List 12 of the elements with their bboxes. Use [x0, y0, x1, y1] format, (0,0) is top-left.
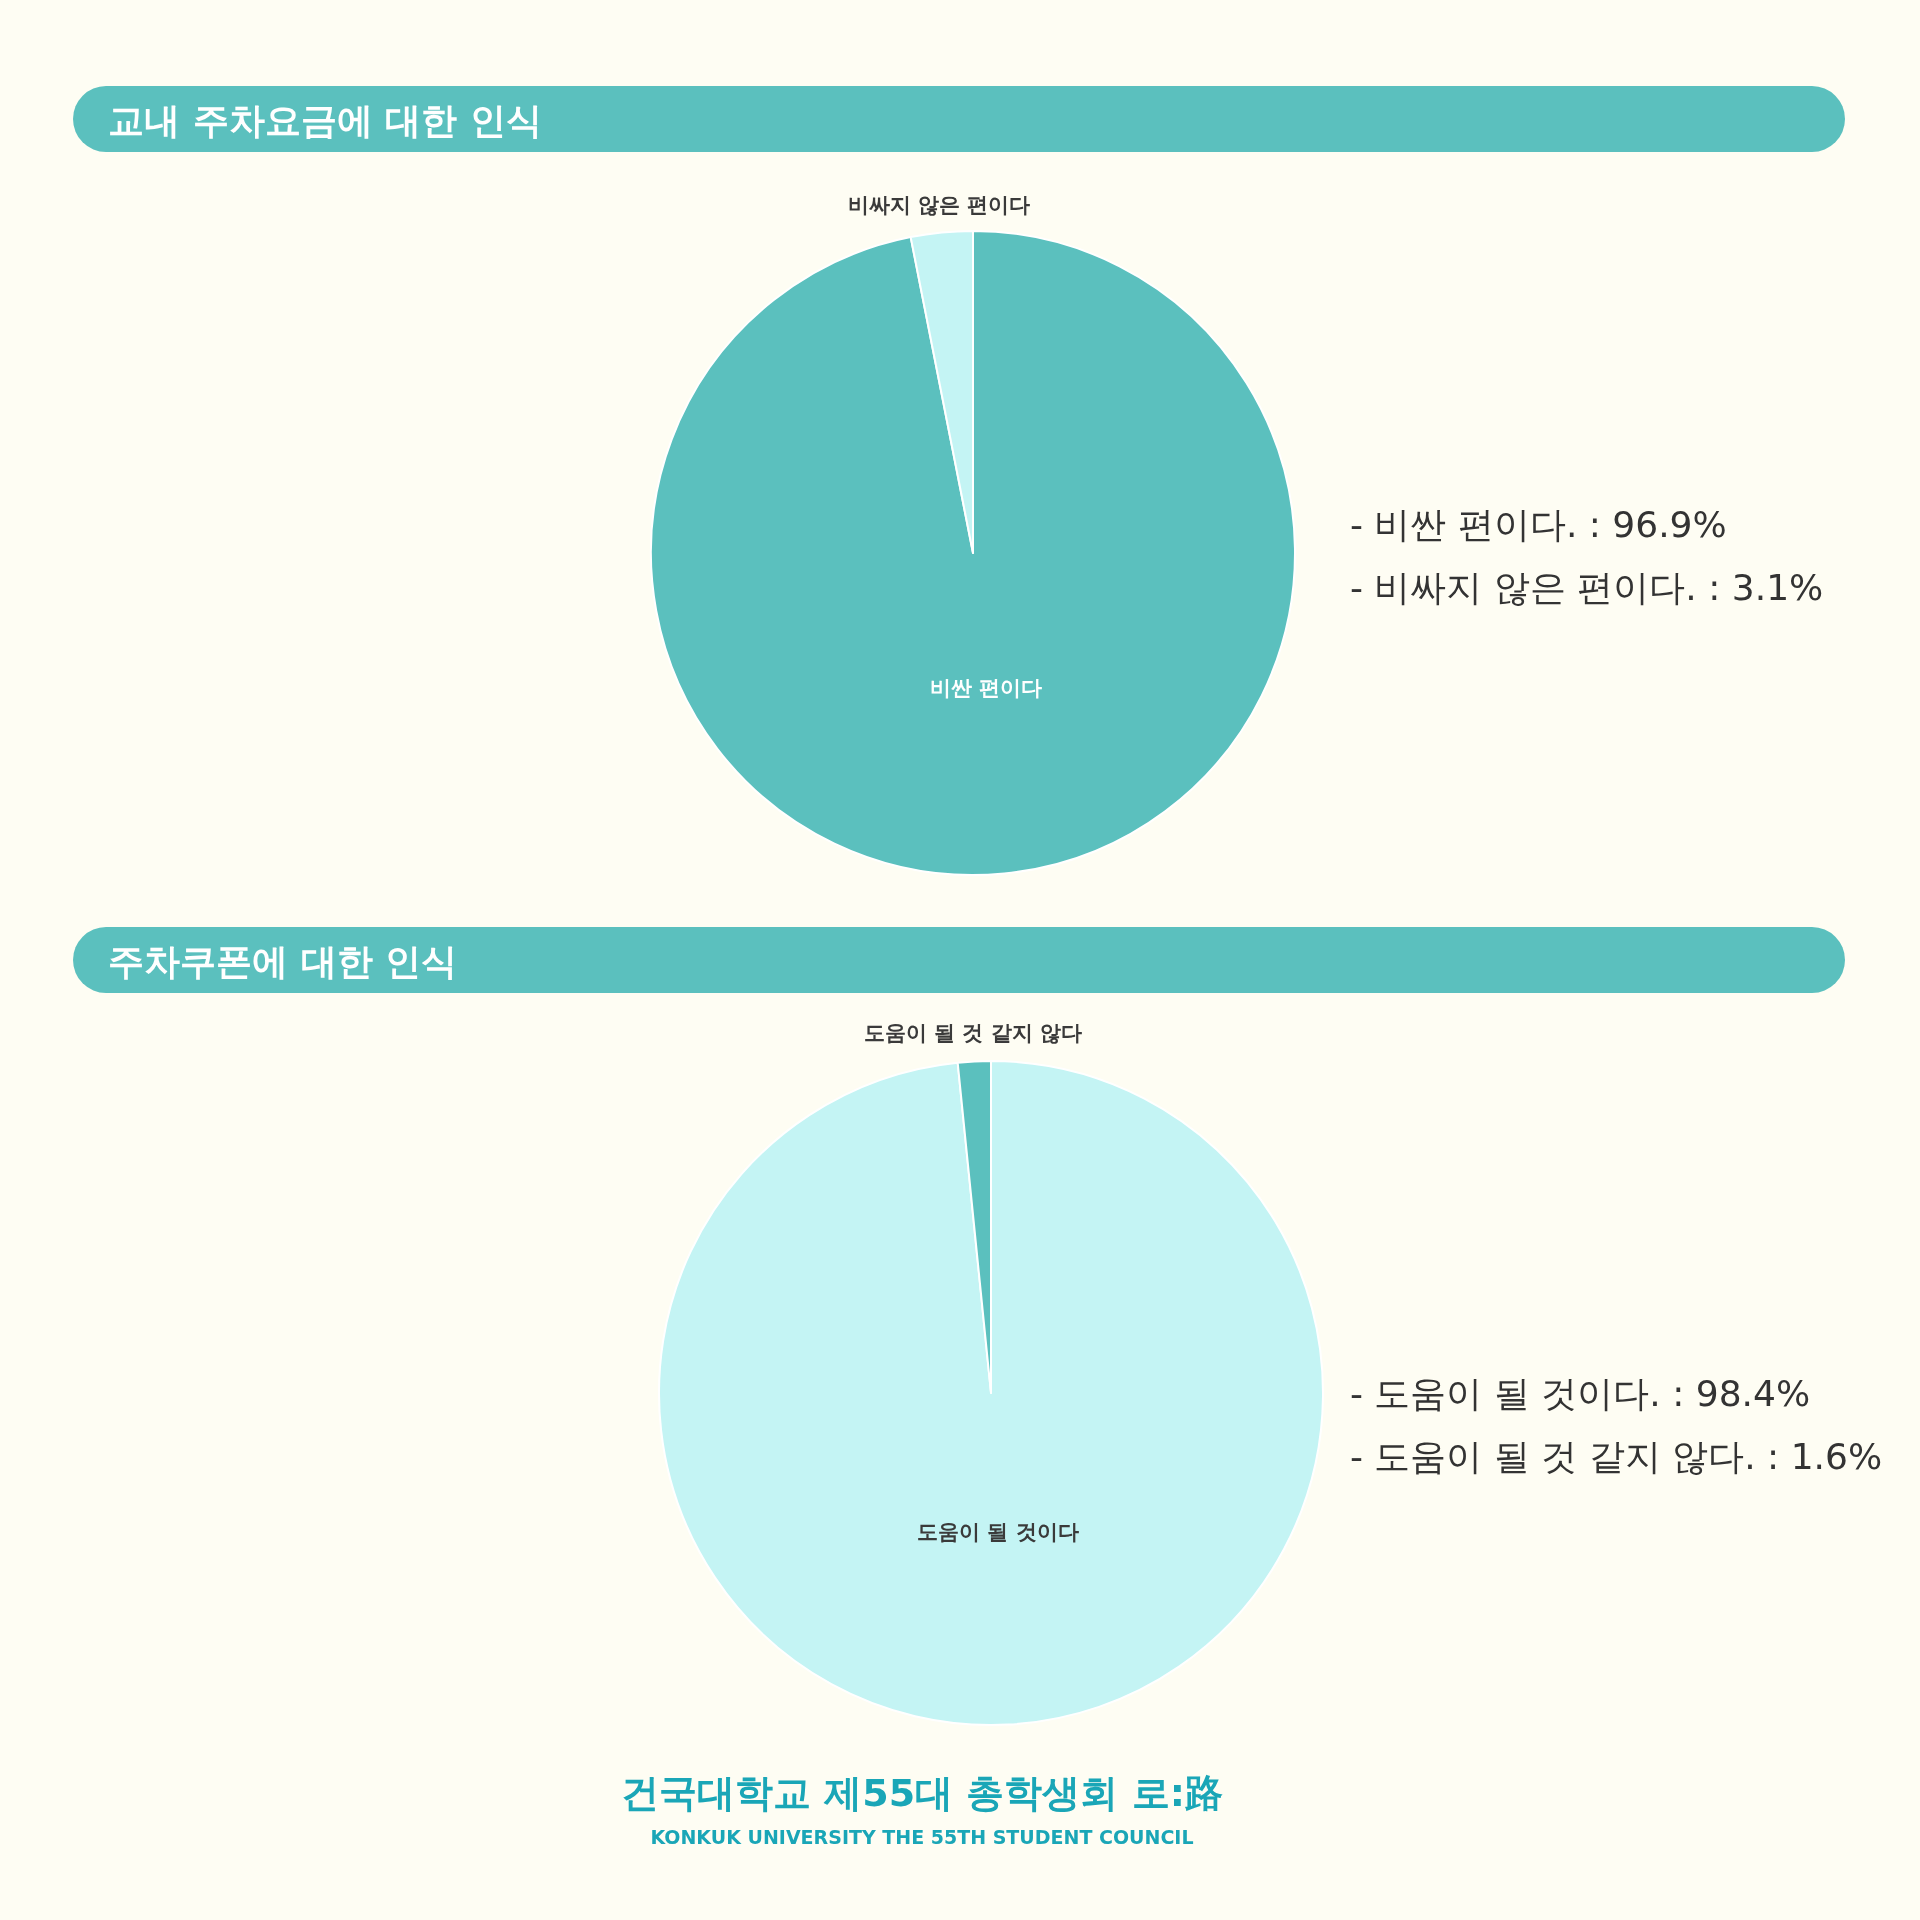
slice-label: 비싼 편이다 — [929, 675, 1043, 700]
text: - 도움이 될 것 같지 않다. : 1.6% — [1350, 1435, 1883, 1477]
text: 교내 주차요금에 대한 인식 — [108, 99, 542, 141]
text: - 비싼 편이다. : 96.9% — [1350, 503, 1727, 545]
text: 건국대학교 제55대 총학생회 로:路 — [621, 1771, 1223, 1815]
text: - 비싸지 않은 편이다. : 3.1% — [1350, 566, 1824, 608]
slice-label: 도움이 될 것 같지 않다 — [863, 1021, 1083, 1046]
text: - 도움이 될 것이다. : 98.4% — [1350, 1372, 1811, 1414]
slice-label: 도움이 될 것이다 — [917, 1520, 1079, 1545]
text: 주차쿠폰에 대한 인식 — [108, 940, 458, 982]
text: KONKUK UNIVERSITY THE 55TH STUDENT COUNCIL — [650, 1826, 1194, 1848]
slice-label: 비싸지 않은 편이다 — [847, 192, 1031, 217]
